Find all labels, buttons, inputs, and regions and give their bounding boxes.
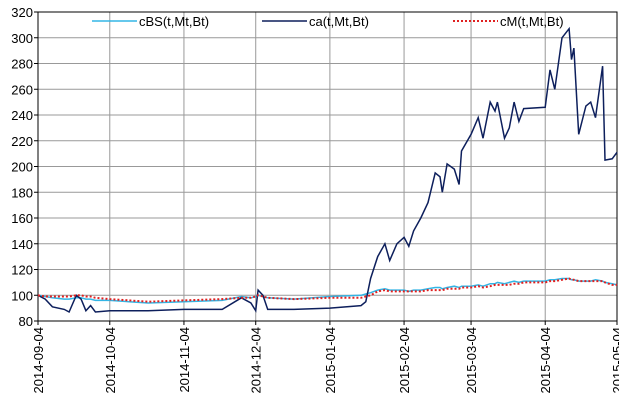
plot-border <box>37 11 618 322</box>
x-tick-label: 2014-09-04 <box>31 327 46 394</box>
x-tick-label: 2015-01-04 <box>323 327 338 394</box>
series-line <box>37 277 617 303</box>
y-tick-label: 180 <box>11 185 33 200</box>
y-tick-label: 200 <box>11 160 33 175</box>
x-tick-label: 2014-10-04 <box>103 327 118 394</box>
legend-label: cBS(t,Mt,Bt) <box>139 14 209 29</box>
y-tick-label: 320 <box>11 5 33 20</box>
y-tick-label: 300 <box>11 31 33 46</box>
y-tick-label: 160 <box>11 211 33 226</box>
x-tick-label: 2015-05-04 <box>610 327 619 394</box>
legend-label: cM(t,Mt,Bt) <box>500 14 564 29</box>
y-tick-label: 240 <box>11 108 33 123</box>
series-line <box>37 26 618 314</box>
legend-label: ca(t,Mt,Bt) <box>309 14 369 29</box>
x-tick-label: 2015-03-04 <box>464 327 479 394</box>
y-tick-label: 100 <box>11 288 33 303</box>
y-tick-label: 140 <box>11 237 33 252</box>
y-tick-label: 80 <box>19 314 33 329</box>
x-tick-label: 2015-02-04 <box>397 327 412 394</box>
x-tick-label: 2014-12-04 <box>249 327 264 394</box>
y-tick-label: 280 <box>11 57 33 72</box>
y-tick-label: 220 <box>11 134 33 149</box>
y-tick-label: 120 <box>11 263 33 278</box>
series-line <box>37 277 618 304</box>
x-tick-label: 2015-04-04 <box>538 327 553 394</box>
x-tick-label: 2014-11-04 <box>177 327 192 393</box>
y-tick-label: 260 <box>11 82 33 97</box>
